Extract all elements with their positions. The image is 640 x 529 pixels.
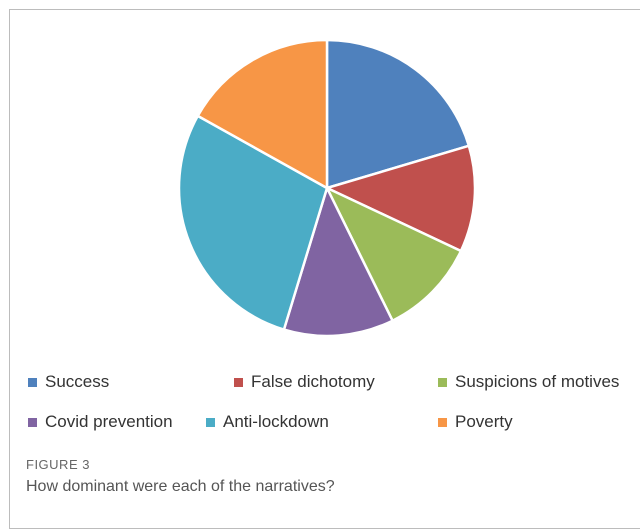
legend-swatch-false-dichotomy — [234, 377, 243, 387]
pie-slice-suspicions-of-motives — [325, 186, 463, 322]
legend-item-poverty: Poverty — [438, 412, 513, 432]
legend-swatch-covid-prevention — [28, 417, 37, 427]
legend-label-false-dichotomy: False dichotomy — [251, 372, 375, 391]
legend-swatch-suspicions-of-motives — [438, 377, 447, 387]
legend-swatch-poverty — [438, 417, 447, 427]
legend-swatch-anti-lockdown — [206, 417, 215, 427]
legend-item-false-dichotomy: False dichotomy — [234, 372, 375, 392]
legend-label-success: Success — [45, 372, 110, 391]
legend-item-suspicions-of-motives: Suspicions of motives — [438, 372, 619, 392]
legend-item-covid-prevention: Covid prevention — [28, 412, 173, 432]
pie-slices — [177, 38, 477, 338]
legend-item-anti-lockdown: Anti-lockdown — [206, 412, 329, 432]
legend-label-poverty: Poverty — [455, 412, 513, 431]
pie-slice-covid-prevention — [282, 186, 394, 338]
pie-slice-success — [325, 38, 471, 190]
legend-label-anti-lockdown: Anti-lockdown — [223, 412, 329, 431]
pie-slice-poverty — [196, 38, 329, 190]
pie-chart — [177, 38, 477, 338]
pie-slice-anti-lockdown — [177, 114, 329, 331]
chart-legend: Success False dichotomy Suspicions of mo… — [28, 372, 640, 442]
legend-swatch-success — [28, 377, 37, 387]
figure-caption: How dominant were each of the narratives… — [26, 478, 335, 495]
pie-slice-false-dichotomy — [325, 144, 477, 253]
legend-label-covid-prevention: Covid prevention — [45, 412, 173, 431]
figure-label: FIGURE 3 — [26, 457, 90, 472]
legend-label-suspicions-of-motives: Suspicions of motives — [455, 372, 620, 391]
legend-item-success: Success — [28, 372, 109, 392]
